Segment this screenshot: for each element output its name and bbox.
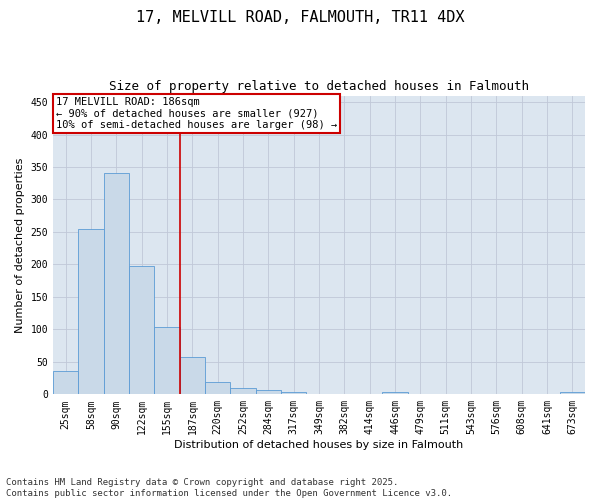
Title: Size of property relative to detached houses in Falmouth: Size of property relative to detached ho…	[109, 80, 529, 93]
Bar	[281, 392, 307, 394]
X-axis label: Distribution of detached houses by size in Falmouth: Distribution of detached houses by size …	[175, 440, 464, 450]
Bar	[560, 392, 585, 394]
Text: Contains HM Land Registry data © Crown copyright and database right 2025.
Contai: Contains HM Land Registry data © Crown c…	[6, 478, 452, 498]
Bar	[205, 382, 230, 394]
Text: 17, MELVILL ROAD, FALMOUTH, TR11 4DX: 17, MELVILL ROAD, FALMOUTH, TR11 4DX	[136, 10, 464, 25]
Bar	[382, 392, 407, 394]
Bar	[53, 371, 79, 394]
Bar	[154, 327, 179, 394]
Bar	[129, 266, 154, 394]
Bar	[79, 228, 104, 394]
Bar	[256, 390, 281, 394]
Bar	[230, 388, 256, 394]
Bar	[179, 358, 205, 395]
Y-axis label: Number of detached properties: Number of detached properties	[15, 158, 25, 332]
Bar	[104, 174, 129, 394]
Text: 17 MELVILL ROAD: 186sqm
← 90% of detached houses are smaller (927)
10% of semi-d: 17 MELVILL ROAD: 186sqm ← 90% of detache…	[56, 97, 337, 130]
